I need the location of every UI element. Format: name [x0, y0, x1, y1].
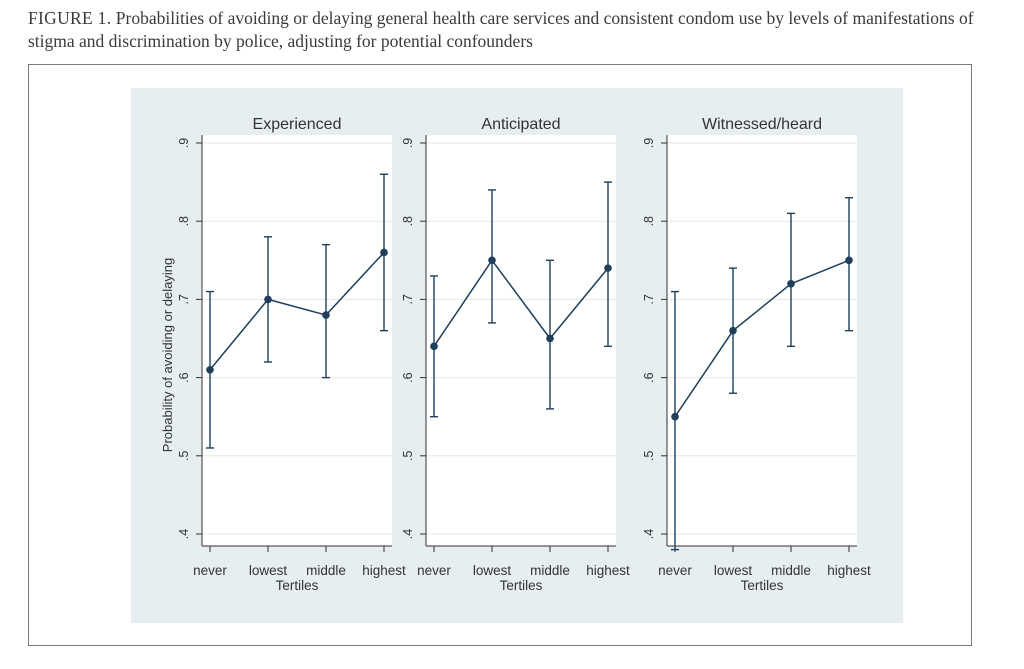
series-line	[433, 259, 609, 347]
x-tick-label: lowest	[249, 563, 288, 578]
y-tick-label: .5	[401, 451, 415, 461]
y-tick-label: .6	[177, 372, 191, 382]
y-tick-label: .8	[401, 216, 415, 226]
data-point	[845, 256, 853, 265]
y-tick-label: .6	[401, 372, 415, 382]
y-tick-label: .4	[177, 529, 191, 539]
data-point	[264, 295, 272, 304]
x-tick-label: middle	[771, 563, 811, 578]
figure-caption: FIGURE 1. Probabilities of avoiding or d…	[28, 7, 998, 53]
x-tick-label: highest	[827, 563, 871, 578]
data-point	[322, 311, 330, 319]
panels: .4 .5 .6 .7 .8 .9 Experienced never lowest middle…	[177, 116, 871, 593]
panel-anticipated: .4 .5 .6 .7 .8 .9 Anticipated never lowest middle…	[401, 116, 630, 593]
data-point	[604, 264, 612, 272]
plot-area	[426, 135, 616, 546]
y-axis-label: Probability of avoiding or delaying	[160, 258, 175, 452]
y-tick-label: .9	[177, 138, 191, 148]
y-tick-label: .4	[642, 529, 656, 539]
x-tick-label: never	[658, 563, 692, 578]
x-tick-label: middle	[306, 563, 346, 578]
series-line	[674, 259, 850, 418]
panel-witnessed-heard: .4 .5 .6 .7 .8 .9 Witnessed/heard never lowest mi…	[642, 116, 871, 593]
y-tick-label: .7	[642, 294, 656, 304]
x-tick-label: lowest	[714, 563, 753, 578]
y-tick-label: .5	[177, 451, 191, 461]
x-tick-label: never	[193, 563, 227, 578]
x-axis-label: Tertiles	[500, 578, 543, 593]
data-point	[380, 248, 388, 257]
x-tick-label: highest	[586, 563, 630, 578]
y-tick-label: .9	[401, 138, 415, 148]
panel-title: Anticipated	[481, 116, 560, 133]
y-tick-label: .8	[177, 216, 191, 226]
plot-area	[667, 135, 857, 546]
data-point	[671, 412, 679, 421]
y-tick-label: .9	[642, 138, 656, 148]
plot-area	[202, 135, 392, 546]
data-point	[787, 279, 795, 288]
chart: Probability of avoiding or delaying .4 .5…	[131, 88, 903, 623]
y-tick-label: .5	[642, 451, 656, 461]
x-axis-label: Tertiles	[276, 578, 319, 593]
y-tick-label: .6	[642, 372, 656, 382]
figure-frame: Probability of avoiding or delaying .4 .5…	[28, 64, 972, 646]
data-point	[206, 365, 214, 374]
x-tick-label: never	[417, 563, 451, 578]
panel-title: Witnessed/heard	[702, 116, 822, 133]
panel-title: Experienced	[253, 116, 342, 133]
panel-experienced: .4 .5 .6 .7 .8 .9 Experienced never lowest middle…	[177, 116, 406, 593]
y-tick-label: .7	[401, 294, 415, 304]
figure-caption-text: Probabilities of avoiding or delaying ge…	[28, 8, 974, 51]
series-line	[209, 251, 385, 371]
data-point	[488, 256, 496, 265]
x-tick-label: lowest	[473, 563, 512, 578]
data-point	[546, 334, 554, 343]
x-tick-label: middle	[530, 563, 570, 578]
y-tick-label: .7	[177, 294, 191, 304]
y-tick-label: .8	[642, 216, 656, 226]
x-tick-label: highest	[362, 563, 406, 578]
x-axis-label: Tertiles	[741, 578, 784, 593]
data-point	[430, 342, 438, 351]
figure-label: FIGURE 1.	[28, 8, 112, 28]
y-tick-label: .4	[401, 529, 415, 539]
data-point	[729, 326, 737, 335]
